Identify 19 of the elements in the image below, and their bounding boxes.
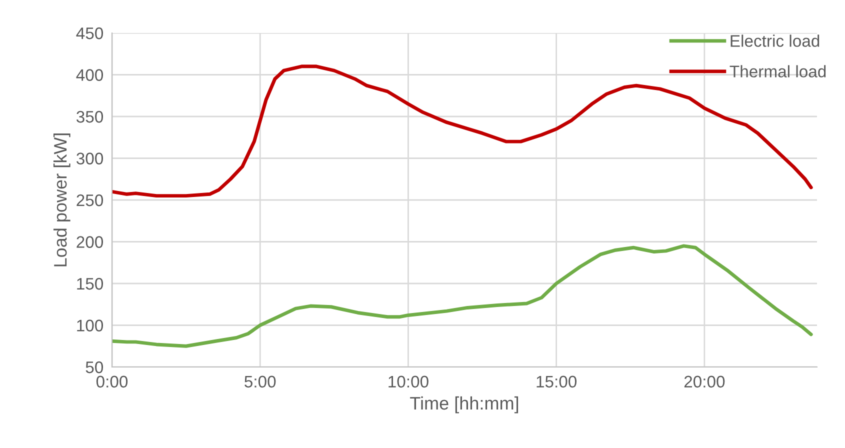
y-tick-label: 350 — [76, 110, 104, 123]
x-tick-label: 20:00 — [684, 376, 725, 388]
x-tick-label: 15:00 — [536, 376, 577, 388]
y-tick-label: 250 — [76, 194, 104, 206]
x-tick-label: 10:00 — [388, 376, 428, 388]
line-series — [112, 244, 813, 348]
y-tick-label: 150 — [77, 278, 104, 290]
y-tick-label: 200 — [76, 236, 104, 248]
y-axis-title: Load power [kW] — [53, 134, 70, 266]
legend-label: Thermal load — [730, 65, 826, 78]
legend-label: Electric load — [730, 34, 820, 47]
x-axis-title: Time [hh:mm] — [410, 396, 518, 414]
y-tick-label: 50 — [86, 361, 104, 374]
x-tick-label: 0:00 — [96, 376, 128, 388]
y-tick-label: 400 — [76, 69, 104, 81]
x-tick-label: 5:00 — [244, 376, 276, 388]
y-tick-label: 300 — [76, 152, 104, 164]
y-tick-label: 450 — [76, 27, 104, 40]
y-tick-label: 100 — [77, 320, 104, 332]
